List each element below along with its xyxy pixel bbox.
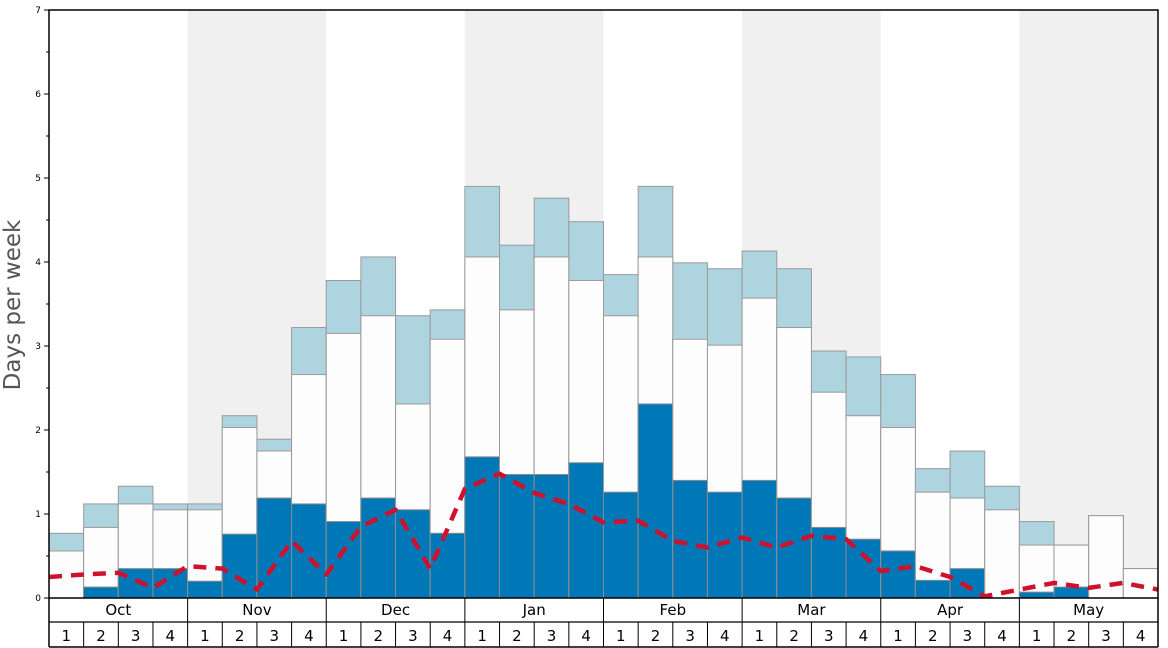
bar-dark bbox=[499, 474, 535, 599]
month-label-dec: Dec bbox=[381, 601, 410, 619]
bar-dark bbox=[1018, 591, 1055, 599]
week-label: 2 bbox=[373, 627, 383, 645]
bar-dark bbox=[880, 550, 916, 599]
week-label: 3 bbox=[269, 627, 279, 645]
week-label: 1 bbox=[200, 627, 210, 645]
week-label: 4 bbox=[720, 627, 730, 645]
week-label: 1 bbox=[339, 627, 349, 645]
bar-dark bbox=[1053, 586, 1090, 599]
y-tick-label: 7 bbox=[35, 6, 41, 16]
month-label-feb: Feb bbox=[660, 601, 687, 619]
bar-dark bbox=[603, 491, 639, 599]
bar-dark bbox=[949, 568, 986, 599]
week-label: 3 bbox=[685, 627, 695, 645]
bar-dark bbox=[568, 462, 604, 599]
bar-dark bbox=[914, 579, 951, 599]
week-label: 2 bbox=[651, 627, 661, 645]
bar-dark bbox=[706, 491, 743, 599]
month-label-nov: Nov bbox=[242, 601, 271, 619]
week-label: 2 bbox=[235, 627, 245, 645]
y-tick-label: 1 bbox=[35, 510, 41, 520]
week-label: 2 bbox=[512, 627, 522, 645]
week-label: 1 bbox=[893, 627, 903, 645]
y-tick-label: 4 bbox=[35, 258, 41, 268]
month-label-apr: Apr bbox=[937, 601, 964, 619]
week-label: 4 bbox=[1136, 627, 1146, 645]
week-label: 4 bbox=[443, 627, 453, 645]
bar-white bbox=[984, 509, 1020, 599]
bar-dark bbox=[291, 503, 327, 599]
bar-dark bbox=[395, 509, 431, 599]
week-label: 3 bbox=[131, 627, 141, 645]
bar-dark bbox=[221, 533, 258, 599]
week-label: 4 bbox=[166, 627, 176, 645]
week-label: 4 bbox=[859, 627, 869, 645]
week-label: 3 bbox=[1101, 627, 1111, 645]
month-label-jan: Jan bbox=[522, 601, 546, 619]
bar-dark bbox=[672, 479, 708, 599]
week-label: 1 bbox=[755, 627, 765, 645]
month-band-may bbox=[1019, 10, 1158, 598]
week-label: 1 bbox=[1032, 627, 1042, 645]
y-tick-label: 2 bbox=[35, 426, 41, 436]
week-label: 2 bbox=[928, 627, 938, 645]
bar-dark bbox=[464, 456, 501, 599]
bar-dark bbox=[637, 403, 674, 599]
week-label: 1 bbox=[62, 627, 72, 645]
bar-dark bbox=[83, 586, 119, 599]
bar-dark bbox=[429, 532, 466, 599]
week-label: 2 bbox=[96, 627, 106, 645]
average-line bbox=[48, 471, 1159, 599]
y-axis-label: Days per week bbox=[0, 219, 26, 390]
bar-white bbox=[1122, 568, 1159, 599]
week-label: 4 bbox=[304, 627, 314, 645]
week-label: 4 bbox=[581, 627, 591, 645]
week-label: 3 bbox=[963, 627, 973, 645]
bar-dark bbox=[187, 580, 223, 599]
week-label: 2 bbox=[1067, 627, 1077, 645]
week-label: 3 bbox=[408, 627, 418, 645]
week-label: 3 bbox=[824, 627, 834, 645]
week-label: 1 bbox=[616, 627, 626, 645]
bar-dark bbox=[845, 538, 882, 599]
y-tick-label: 5 bbox=[35, 174, 41, 184]
week-label: 2 bbox=[789, 627, 799, 645]
month-label-oct: Oct bbox=[105, 601, 131, 619]
y-tick-label: 3 bbox=[35, 342, 41, 352]
month-label-mar: Mar bbox=[797, 601, 826, 619]
y-tick-label: 6 bbox=[35, 90, 41, 100]
month-label-may: May bbox=[1073, 601, 1104, 619]
y-tick-label: 0 bbox=[35, 594, 41, 604]
week-label: 4 bbox=[997, 627, 1007, 645]
week-label: 3 bbox=[547, 627, 557, 645]
week-label: 1 bbox=[477, 627, 487, 645]
